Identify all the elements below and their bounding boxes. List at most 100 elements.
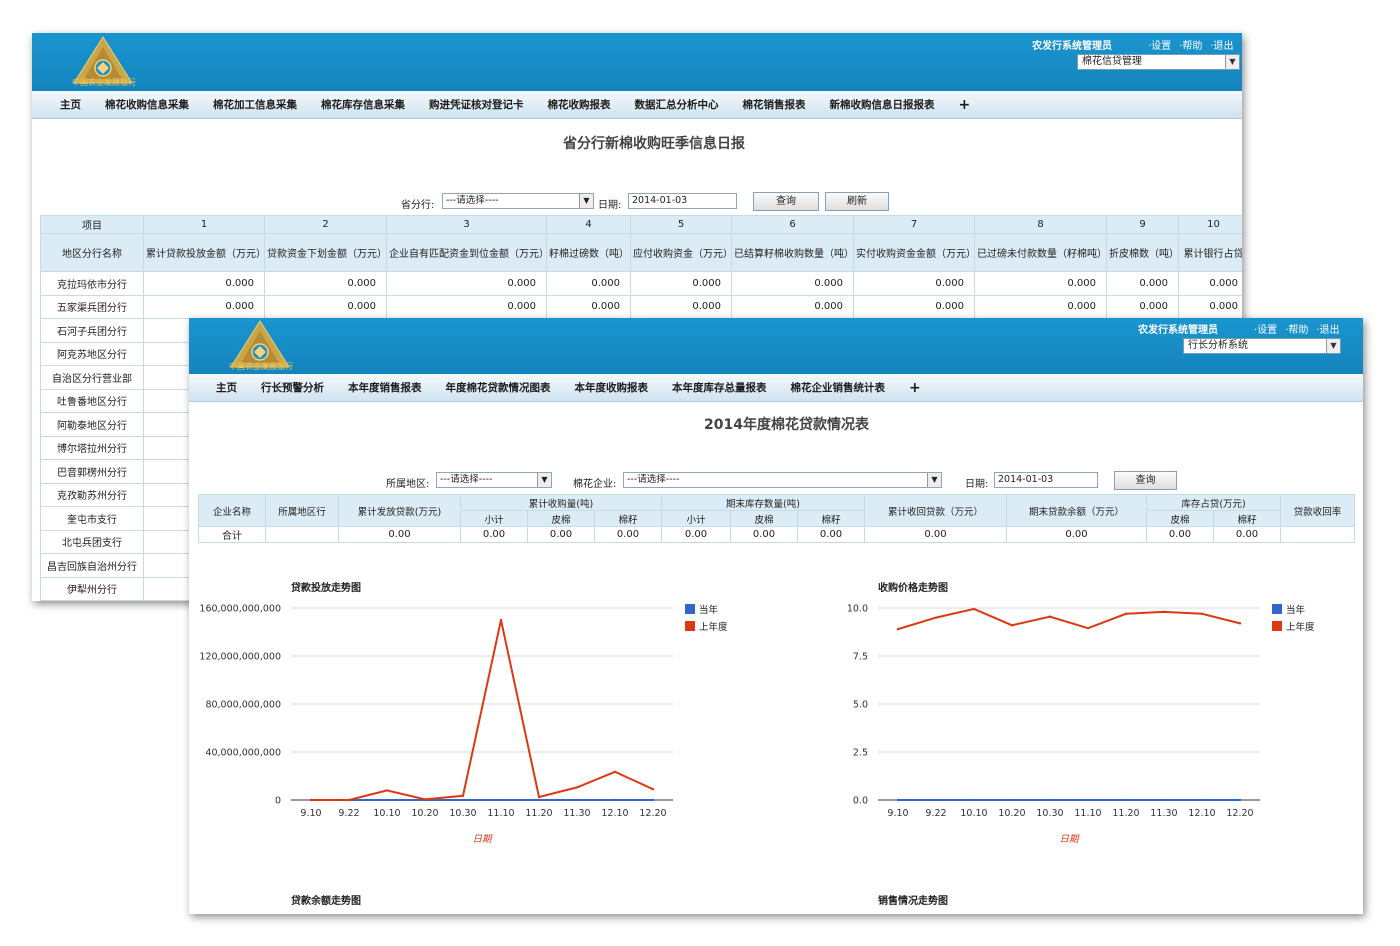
settings-link[interactable]: ·设置 <box>1254 325 1278 336</box>
balance-chart-title: 贷款余额走势图 <box>291 896 361 907</box>
table-cell: 0.000 <box>386 271 547 296</box>
chevron-down-icon[interactable]: ▼ <box>1225 55 1239 69</box>
y-tick-label: 160,000,000,000 <box>199 604 281 615</box>
col-header: 已过磅未付款数量（籽棉吨） <box>974 233 1107 272</box>
nav-annual-purchase[interactable]: 本年度收购报表 <box>574 382 649 394</box>
y-tick-label: 120,000,000,000 <box>199 652 281 663</box>
branch-select[interactable]: ---请选择---- ▼ <box>442 193 594 209</box>
nav-voucher-check[interactable]: 购进凭证核对登记卡 <box>429 99 524 111</box>
col-header: 籽棉过磅数（吨） <box>546 233 631 272</box>
sales-chart-title: 销售情况走势图 <box>878 896 948 907</box>
nav-annual-sales[interactable]: 本年度销售报表 <box>348 382 422 394</box>
add-tab-icon[interactable]: + <box>909 379 921 396</box>
user-bar: 农发行系统管理员 ·设置 ·帮助 ·退出 <box>1032 37 1234 52</box>
nav-annual-stock[interactable]: 本年度库存总量报表 <box>672 382 767 394</box>
nav-purchase-collect[interactable]: 棉花收购信息采集 <box>105 99 189 111</box>
system-select[interactable]: 棉花信贷管理 ▼ <box>1077 54 1240 70</box>
data-point <box>1086 798 1090 802</box>
branch-name: 石河子兵团分行 <box>40 318 144 343</box>
col-header: 企业自有匹配资金到位金额（万元） <box>386 233 547 272</box>
nav-stock-collect[interactable]: 棉花库存信息采集 <box>321 99 405 111</box>
x-tick-label: 9.22 <box>338 808 359 819</box>
nav-sales-report[interactable]: 棉花销售报表 <box>742 99 806 111</box>
x-tick-label: 11.20 <box>1112 808 1139 819</box>
data-point <box>896 627 900 631</box>
nav-process-collect[interactable]: 棉花加工信息采集 <box>213 99 297 111</box>
data-point <box>461 798 465 802</box>
nav-data-center[interactable]: 数据汇总分析中心 <box>634 99 719 111</box>
nav-home[interactable]: 主页 <box>60 99 81 111</box>
legend-swatch <box>1272 621 1282 631</box>
col-header-purchase: 累计收购量(吨) <box>460 494 662 511</box>
table-cell: 0.000 <box>546 294 631 319</box>
add-tab-icon[interactable]: + <box>958 96 971 113</box>
data-point <box>1010 624 1014 627</box>
col-number-header: 5 <box>630 215 732 234</box>
chevron-down-icon[interactable]: ▼ <box>537 473 551 487</box>
y-tick-label: 7.5 <box>853 652 868 663</box>
date-input[interactable]: 2014-01-03 <box>994 472 1098 488</box>
col-header-seed: 棉籽 <box>796 510 866 527</box>
data-point <box>499 798 503 802</box>
table-cell: 0.00 <box>1006 526 1148 543</box>
nav-home[interactable]: 主页 <box>216 382 237 394</box>
data-point <box>1086 626 1090 630</box>
branch-name: 昌吉回族自治州分行 <box>40 553 144 578</box>
query-button[interactable]: 查询 <box>1114 471 1177 490</box>
table-cell: 0.00 <box>661 526 731 543</box>
data-point <box>1238 622 1242 625</box>
logout-link[interactable]: ·退出 <box>1316 325 1340 336</box>
main-nav: 主页 行长预警分析 本年度销售报表 年度棉花贷款情况图表 本年度收购报表 本年度… <box>189 374 1363 402</box>
nav-daily-report[interactable]: 新棉收购信息日报报表 <box>829 99 935 111</box>
refresh-button[interactable]: 刷新 <box>825 192 889 211</box>
header-row: 地区分行名称 累计贷款投放金额（万元） 贷款资金下划金额（万元） 企业自有匹配资金到位… <box>40 233 1242 272</box>
col-header: 贷款资金下划金额（万元） <box>264 233 387 272</box>
x-tick-label: 11.20 <box>525 808 552 819</box>
col-number-header: 7 <box>853 215 975 234</box>
data-point <box>1200 798 1204 802</box>
col-number-header: 项目 <box>40 215 144 234</box>
x-tick-label: 9.10 <box>300 808 321 819</box>
logout-link[interactable]: ·退出 <box>1210 41 1234 52</box>
table-cell: 0.000 <box>386 294 547 319</box>
table-cell: 0.00 <box>864 526 1008 543</box>
chevron-down-icon[interactable]: ▼ <box>1326 339 1340 353</box>
region-select[interactable]: ---请选择---- ▼ <box>436 472 552 488</box>
total-label: 合计 <box>198 526 266 543</box>
data-point <box>537 795 541 799</box>
branch-name: 自治区分行营业部 <box>40 365 144 390</box>
table-cell: 0.00 <box>796 526 866 543</box>
col-header-seed: 棉籽 <box>1213 510 1282 527</box>
table-cell: 0.00 <box>338 526 461 543</box>
col-header-occupy: 库存占贷(万元) <box>1146 494 1282 511</box>
data-point <box>934 798 938 802</box>
settings-link[interactable]: ·设置 <box>1148 41 1172 52</box>
legend-swatch <box>685 621 695 631</box>
col-header-subtotal: 小计 <box>661 510 731 527</box>
nav-company-sales[interactable]: 棉花企业销售统计表 <box>790 382 886 394</box>
help-link[interactable]: ·帮助 <box>1285 325 1309 336</box>
nav-purchase-report[interactable]: 棉花收购报表 <box>547 99 611 111</box>
table-cell: 0.000 <box>630 294 732 319</box>
table-cell: 0.000 <box>143 271 265 296</box>
query-button[interactable]: 查询 <box>753 192 819 211</box>
system-select[interactable]: 行长分析系统 ▼ <box>1183 338 1341 354</box>
help-link[interactable]: ·帮助 <box>1179 41 1203 52</box>
x-tick-label: 12.10 <box>1188 808 1215 819</box>
table-cell: 0.000 <box>264 294 387 319</box>
x-tick-label: 10.10 <box>373 808 400 819</box>
data-point <box>385 789 389 792</box>
region-select-value: ---请选择---- <box>440 474 493 485</box>
y-tick-label: 0.0 <box>853 796 868 807</box>
y-tick-label: 2.5 <box>853 748 868 759</box>
chevron-down-icon[interactable]: ▼ <box>927 473 941 487</box>
chevron-down-icon[interactable]: ▼ <box>579 194 593 208</box>
company-select[interactable]: ---请选择---- ▼ <box>623 472 942 488</box>
date-label: 日期: <box>598 200 622 211</box>
col-number-header: 4 <box>546 215 631 234</box>
table-cell: 0.000 <box>974 271 1107 296</box>
nav-annual-loan-chart[interactable]: 年度棉花贷款情况图表 <box>445 382 551 394</box>
x-tick-label: 9.22 <box>925 808 946 819</box>
nav-warning-analysis[interactable]: 行长预警分析 <box>261 382 324 394</box>
date-input[interactable]: 2014-01-03 <box>628 193 737 209</box>
